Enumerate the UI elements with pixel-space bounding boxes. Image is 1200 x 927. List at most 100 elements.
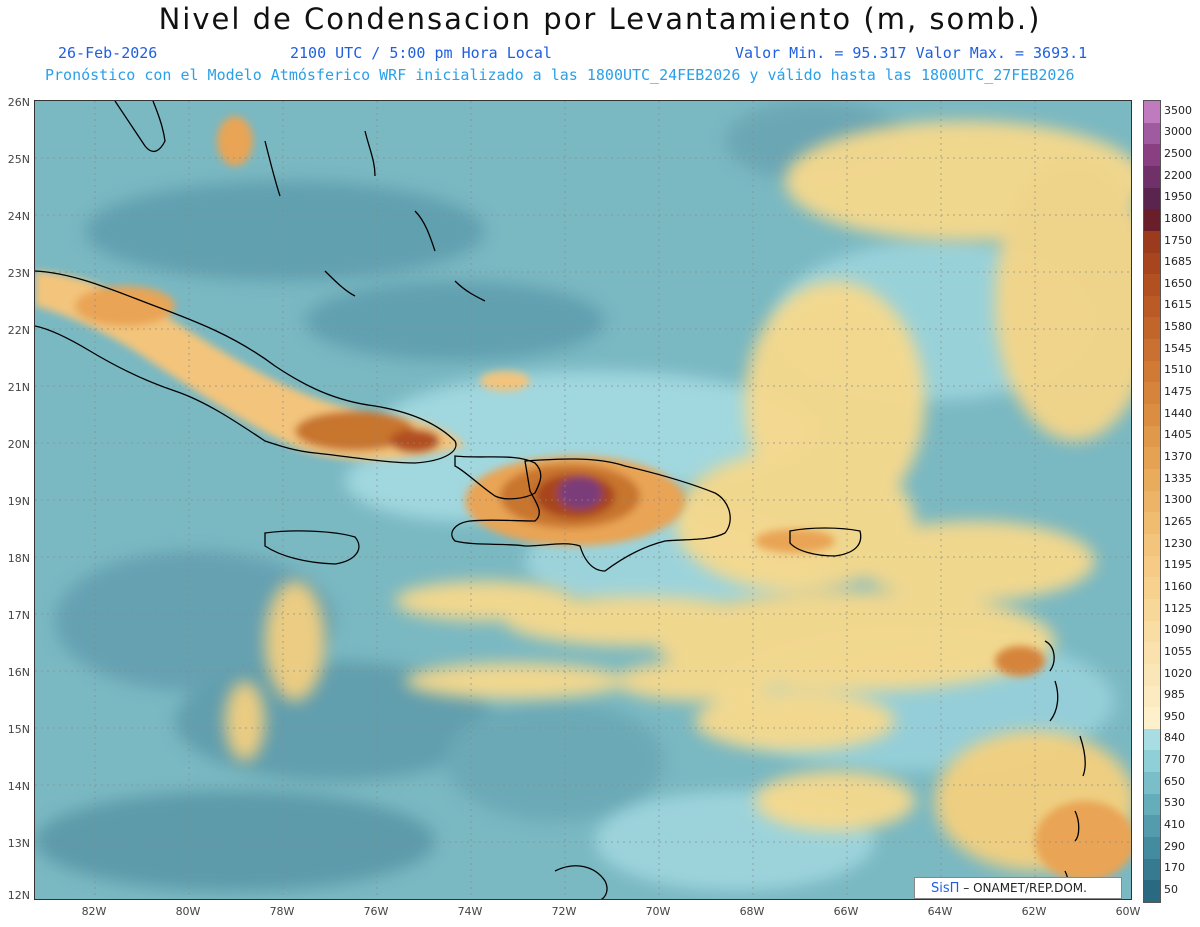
lon-label: 62W bbox=[1021, 905, 1047, 918]
colorbar-label: 1160 bbox=[1164, 579, 1192, 593]
colorbar-cell bbox=[1144, 750, 1160, 773]
cuba-coastline bbox=[35, 270, 457, 464]
colorbar bbox=[1143, 100, 1161, 903]
min-max-values: Valor Min. = 95.317 Valor Max. = 3693.1 bbox=[735, 44, 1088, 62]
low-lcl-zones bbox=[35, 101, 905, 891]
florida-coastline bbox=[114, 101, 166, 153]
colorbar-cell bbox=[1144, 685, 1160, 708]
colorbar-label: 1545 bbox=[1164, 341, 1192, 355]
colorbar-cell bbox=[1144, 533, 1160, 556]
colorbar-cell bbox=[1144, 404, 1160, 427]
lon-label: 60W bbox=[1115, 905, 1141, 918]
hispaniola-hotspot bbox=[465, 456, 1131, 881]
colorbar-label: 50 bbox=[1164, 883, 1178, 896]
colorbar-label: 1950 bbox=[1164, 190, 1192, 204]
bahamas-coastline bbox=[264, 130, 486, 302]
lesser-antilles-coastline bbox=[1044, 640, 1086, 899]
colorbar-cell bbox=[1144, 577, 1160, 600]
lat-label: 26N bbox=[7, 96, 30, 109]
sispi-logo: SisΠ bbox=[931, 881, 960, 896]
colorbar-cell bbox=[1144, 230, 1160, 253]
colorbar-label: 1195 bbox=[1164, 558, 1192, 572]
colorbar-label: 290 bbox=[1164, 839, 1185, 853]
lat-label: 14N bbox=[7, 780, 30, 793]
lon-label: 80W bbox=[175, 905, 201, 918]
lat-label: 22N bbox=[7, 324, 30, 337]
colorbar-label: 1230 bbox=[1164, 536, 1192, 550]
colorbar-cell bbox=[1144, 490, 1160, 513]
colorbar-label: 950 bbox=[1164, 709, 1185, 723]
lat-label: 16N bbox=[7, 666, 30, 679]
colorbar-label: 1265 bbox=[1164, 514, 1192, 528]
colorbar-cell bbox=[1144, 144, 1160, 167]
lat-label: 18N bbox=[7, 552, 30, 565]
credit-box: SisΠ – ONAMET/REP.DOM. bbox=[914, 877, 1122, 899]
lon-label: 64W bbox=[927, 905, 953, 918]
lat-label: 23N bbox=[7, 267, 30, 280]
colorbar-cell bbox=[1144, 165, 1160, 188]
colorbar-cell bbox=[1144, 880, 1160, 903]
lat-label: 13N bbox=[7, 837, 30, 850]
colorbar-label: 1615 bbox=[1164, 298, 1192, 312]
colorbar-cell bbox=[1144, 858, 1160, 881]
colorbar-cell bbox=[1144, 274, 1160, 297]
lat-label: 15N bbox=[7, 723, 30, 736]
colorbar-cell bbox=[1144, 425, 1160, 448]
colorbar-cell bbox=[1144, 642, 1160, 665]
colorbar-cell bbox=[1144, 382, 1160, 405]
lat-label: 12N bbox=[7, 889, 30, 902]
colorbar-cell bbox=[1144, 469, 1160, 492]
colorbar-cell bbox=[1144, 209, 1160, 232]
colorbar-cell bbox=[1144, 317, 1160, 340]
colorbar-cell bbox=[1144, 837, 1160, 860]
colorbar-label: 2500 bbox=[1164, 146, 1192, 160]
colorbar-cell bbox=[1144, 598, 1160, 621]
colorbar-cell bbox=[1144, 252, 1160, 275]
colorbar-cell bbox=[1144, 793, 1160, 816]
colorbar-cell bbox=[1144, 447, 1160, 470]
colorbar-cell bbox=[1144, 512, 1160, 535]
colorbar-label: 1405 bbox=[1164, 428, 1192, 442]
lon-label: 70W bbox=[645, 905, 671, 918]
colorbar-cell bbox=[1144, 663, 1160, 686]
colorbar-label: 170 bbox=[1164, 861, 1185, 875]
lon-label: 72W bbox=[551, 905, 577, 918]
colorbar-cell bbox=[1144, 728, 1160, 751]
coastlines bbox=[35, 101, 1086, 899]
map-title: Nivel de Condensacion por Levantamiento … bbox=[158, 2, 1042, 36]
colorbar-label: 1475 bbox=[1164, 385, 1192, 399]
colorbar-label: 840 bbox=[1164, 731, 1185, 745]
colorbar-label: 985 bbox=[1164, 688, 1185, 702]
colorbar-label: 650 bbox=[1164, 774, 1185, 788]
colorbar-label: 1090 bbox=[1164, 623, 1192, 637]
south-america-coastline bbox=[554, 865, 608, 899]
colorbar-label: 3000 bbox=[1164, 125, 1192, 139]
colorbar-label: 1020 bbox=[1164, 666, 1192, 680]
colorbar-label: 3500 bbox=[1164, 103, 1192, 117]
colorbar-label: 1125 bbox=[1164, 601, 1192, 615]
colorbar-label: 1440 bbox=[1164, 406, 1192, 420]
lon-label: 76W bbox=[363, 905, 389, 918]
colorbar-label: 2200 bbox=[1164, 168, 1192, 182]
forecast-time: 2100 UTC / 5:00 pm Hora Local bbox=[290, 44, 552, 62]
colorbar-cell bbox=[1144, 101, 1160, 123]
colorbar-cell bbox=[1144, 815, 1160, 838]
map-canvas bbox=[35, 101, 1131, 899]
colorbar-label: 1750 bbox=[1164, 233, 1192, 247]
colorbar-label: 770 bbox=[1164, 753, 1185, 767]
colorbar-label: 1510 bbox=[1164, 363, 1192, 377]
colorbar-cell bbox=[1144, 707, 1160, 730]
colorbar-label: 1650 bbox=[1164, 276, 1192, 290]
haiti-northwest-coastline bbox=[454, 455, 542, 500]
lon-label: 66W bbox=[833, 905, 859, 918]
colorbar-label: 1580 bbox=[1164, 320, 1192, 334]
colorbar-label: 1300 bbox=[1164, 493, 1192, 507]
lat-label: 17N bbox=[7, 609, 30, 622]
hispaniola-coastline bbox=[451, 458, 731, 572]
colorbar-label: 1370 bbox=[1164, 450, 1192, 464]
colorbar-cell bbox=[1144, 360, 1160, 383]
colorbar-label: 1055 bbox=[1164, 644, 1192, 658]
puerto-rico-coastline bbox=[789, 527, 862, 557]
colorbar-label: 410 bbox=[1164, 818, 1185, 832]
colorbar-cell bbox=[1144, 555, 1160, 578]
